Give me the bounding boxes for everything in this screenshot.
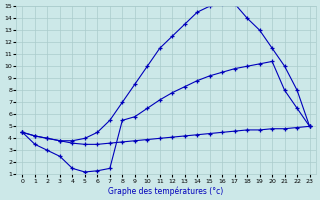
X-axis label: Graphe des températures (°c): Graphe des températures (°c) — [108, 186, 224, 196]
